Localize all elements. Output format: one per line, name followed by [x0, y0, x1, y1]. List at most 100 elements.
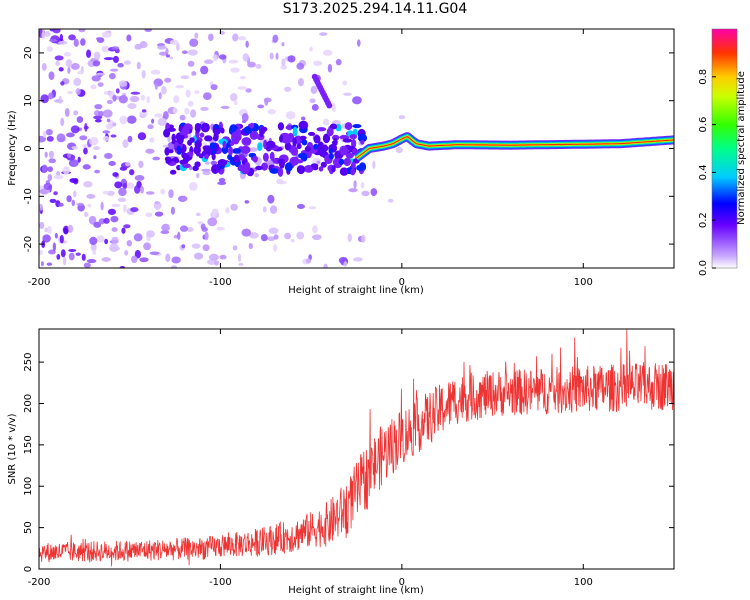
spectrogram-noise-blob	[118, 80, 128, 87]
spectrogram-noise-blob	[88, 215, 97, 225]
spectrogram-noise-blob	[153, 201, 162, 210]
spectrogram-noise-blob	[185, 89, 191, 98]
spectrogram-noise-blob	[309, 46, 313, 52]
colorbar-tick-label: 0.4	[698, 164, 709, 180]
spectrogram-signal-blob	[303, 164, 314, 173]
spectrogram-signal-blob	[176, 135, 184, 145]
spectrogram-noise-blob	[160, 188, 165, 195]
colorbar-tick-label: 0.2	[698, 212, 709, 228]
spectrogram-signal-blob	[326, 127, 334, 137]
spectrogram-noise-blob	[140, 186, 144, 194]
spectrogram-data	[39, 29, 674, 268]
spectrogram-noise-blob	[112, 172, 119, 177]
spectrogram-noise-blob	[111, 236, 119, 244]
spectrogram-noise-blob	[67, 66, 71, 74]
spectrogram-noise-blob	[188, 181, 198, 191]
spectrogram-noise-blob	[92, 249, 97, 255]
spectrogram-noise-blob	[276, 178, 284, 184]
spectrogram-signal-blob	[316, 127, 327, 132]
spectrogram-noise-blob	[244, 200, 250, 204]
spectrogram-noise-blob	[86, 258, 97, 264]
spectrogram-noise-blob	[305, 258, 312, 264]
spectrogram-signal-blob	[163, 128, 171, 138]
spectrogram-noise-blob	[152, 156, 161, 161]
spectrogram-noise-blob	[107, 120, 115, 129]
spectrogram-signal-blob	[345, 152, 354, 159]
spectrogram-signal-blob	[352, 148, 357, 154]
spectrogram-noise-blob	[147, 124, 154, 130]
spectrogram-signal-blob	[211, 149, 216, 155]
spectrogram-signal-blob	[357, 133, 368, 143]
spectrogram-signal-blob	[269, 168, 280, 174]
spectrogram-noise-blob	[219, 254, 227, 260]
spectrogram-noise-blob	[48, 158, 57, 164]
spectrogram-noise-blob	[73, 177, 79, 185]
spectrogram-noise-blob	[387, 198, 394, 203]
spectrogram-noise-blob	[168, 189, 174, 199]
spectrogram-signal-blob	[320, 161, 327, 168]
spectrogram-noise-blob	[134, 185, 141, 194]
spectrogram-noise-blob	[312, 234, 322, 241]
spectrogram-signal-band	[356, 136, 674, 159]
y-tick-label: 250	[23, 353, 34, 372]
spectrogram-noise-blob	[187, 60, 195, 67]
spectrogram-noise-blob	[247, 147, 258, 152]
spectrogram-noise-blob	[49, 198, 57, 203]
spectrogram-signal-blob	[222, 140, 227, 149]
spectrogram-signal-blob	[344, 122, 353, 131]
spectrogram-noise-blob	[267, 108, 276, 115]
spectrogram-noise-blob	[139, 257, 149, 263]
spectrogram-noise-blob	[58, 67, 64, 72]
spectrogram-noise-blob	[202, 171, 211, 176]
spectrogram-noise-blob	[323, 263, 328, 268]
spectrogram-noise-blob	[108, 161, 116, 166]
spectrogram-noise-blob	[176, 42, 180, 52]
spectrogram-noise-blob	[73, 110, 79, 116]
spectrogram-noise-blob	[230, 67, 240, 73]
spectrogram-noise-blob	[93, 221, 102, 228]
spectrogram-noise-blob	[262, 206, 267, 213]
x-tick-label: 0	[399, 277, 405, 288]
spectrogram-signal-blob	[296, 143, 302, 150]
spectrogram-noise-blob	[80, 38, 86, 46]
spectrogram-noise-blob	[370, 188, 378, 197]
spectrogram-noise-blob	[48, 92, 54, 100]
spectrogram-noise-blob	[184, 107, 190, 115]
spectrogram-noise-blob	[145, 191, 155, 195]
spectrogram-signal-blob	[200, 122, 210, 133]
spectrogram-noise-blob	[100, 201, 104, 211]
spectrogram-noise-blob	[68, 248, 77, 252]
spectrogram-noise-blob	[82, 164, 91, 170]
spectrogram-noise-blob	[200, 106, 209, 111]
spectrogram-noise-blob	[245, 88, 252, 93]
spectrogram-noise-blob	[83, 125, 89, 130]
spectrogram-noise-blob	[102, 130, 111, 134]
spectrogram-noise-blob	[138, 160, 144, 169]
spectrogram-noise-blob	[157, 45, 167, 50]
x-tick-label: -200	[28, 577, 51, 588]
spectrogram-signal-blob	[331, 165, 336, 173]
spectrogram-noise-blob	[101, 257, 111, 262]
spectrogram-noise-blob	[75, 87, 81, 96]
spectrogram-noise-blob	[145, 148, 155, 154]
spectrogram-noise-blob	[134, 174, 145, 181]
spectrogram-noise-blob	[81, 253, 86, 261]
spectrogram-noise-blob	[220, 105, 230, 110]
spectrogram-signal-blob	[192, 165, 199, 172]
spectrogram-noise-blob	[115, 88, 120, 94]
spectrogram-signal-blob	[233, 154, 240, 164]
spectrogram-noise-blob	[60, 81, 65, 86]
spectrogram-noise-blob	[311, 104, 319, 111]
spectrogram-noise-blob	[181, 244, 186, 249]
spectrogram-noise-blob	[146, 96, 150, 104]
spectrogram-noise-blob	[90, 243, 97, 252]
spectrogram-signal-blob	[318, 147, 325, 157]
spectrogram-noise-blob	[352, 257, 363, 262]
spectrogram-noise-blob	[143, 242, 152, 251]
spectrogram-noise-blob	[179, 225, 189, 232]
spectrogram-noise-blob	[106, 99, 113, 105]
spectrogram-signal-blob	[209, 142, 217, 150]
spectrogram-noise-blob	[398, 115, 406, 120]
spectrogram-noise-blob	[46, 262, 53, 266]
